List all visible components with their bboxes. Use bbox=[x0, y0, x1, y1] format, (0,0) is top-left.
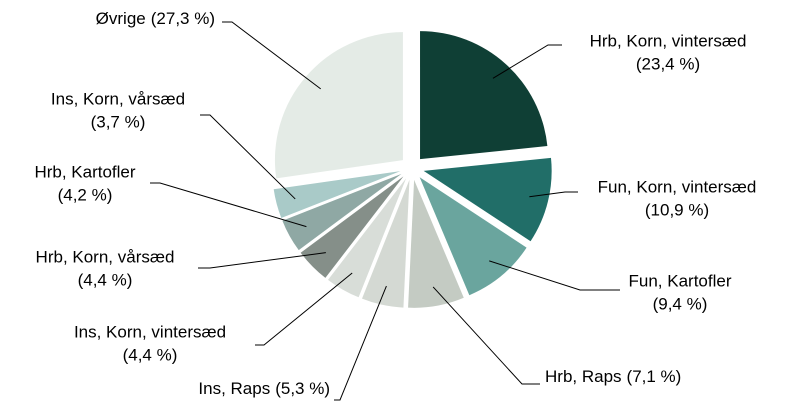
pie-slice bbox=[273, 171, 401, 218]
slice-value-label: (4,4 %) bbox=[123, 345, 178, 364]
leader-line bbox=[198, 252, 326, 269]
pie-slice bbox=[327, 178, 407, 298]
slice-label: Øvrige (27,3 %) bbox=[96, 9, 215, 28]
slice-label: Hrb, Korn, vårsæd bbox=[36, 247, 175, 266]
pie-slice bbox=[423, 157, 552, 242]
leader-line bbox=[432, 286, 540, 385]
slice-label: Ins, Korn, vårsæd bbox=[51, 89, 185, 108]
pie-slice bbox=[274, 32, 403, 179]
slice-label: Ins, Raps (5,3 %) bbox=[198, 379, 330, 398]
slice-label: Hrb, Kartofler bbox=[34, 162, 135, 181]
pie-slice bbox=[419, 177, 527, 296]
slice-value-label: (4,4 %) bbox=[78, 270, 133, 289]
slice-label: Hrb, Korn, vintersæd bbox=[590, 31, 747, 50]
slice-value-label: (4,2 %) bbox=[58, 185, 113, 204]
slice-value-label: (3,7 %) bbox=[91, 112, 146, 131]
slice-name: Ins, Raps bbox=[198, 379, 270, 398]
slice-label: Fun, Korn, vintersæd bbox=[598, 177, 757, 196]
slice-value-label: (10,9 %) bbox=[645, 200, 709, 219]
slice-value-label: (23,4 %) bbox=[636, 54, 700, 73]
slice-label: Hrb, Raps (7,1 %) bbox=[545, 367, 681, 386]
slice-name: Hrb, Raps bbox=[545, 367, 622, 386]
leader-line bbox=[255, 272, 353, 346]
pie-slice bbox=[362, 179, 410, 308]
pie-slice bbox=[282, 173, 402, 251]
leader-line bbox=[492, 44, 562, 79]
slice-label: Fun, Kartofler bbox=[629, 271, 732, 290]
leader-line bbox=[489, 260, 620, 291]
slice-value-label: (27,3 %) bbox=[151, 9, 215, 28]
leader-line bbox=[200, 114, 296, 200]
slice-value-label: (5,3 %) bbox=[275, 379, 330, 398]
leader-line bbox=[150, 182, 307, 228]
slice-name: Øvrige bbox=[96, 9, 146, 28]
slice-value-label: (7,1 %) bbox=[627, 367, 682, 386]
pie-slice bbox=[408, 179, 464, 308]
pie-slice bbox=[420, 31, 548, 160]
leader-line bbox=[222, 21, 322, 90]
pie-slice bbox=[300, 176, 404, 278]
leader-line bbox=[529, 191, 578, 198]
slice-value-label: (9,4 %) bbox=[653, 294, 708, 313]
leader-line bbox=[334, 285, 387, 401]
slice-label: Ins, Korn, vintersæd bbox=[74, 322, 226, 341]
